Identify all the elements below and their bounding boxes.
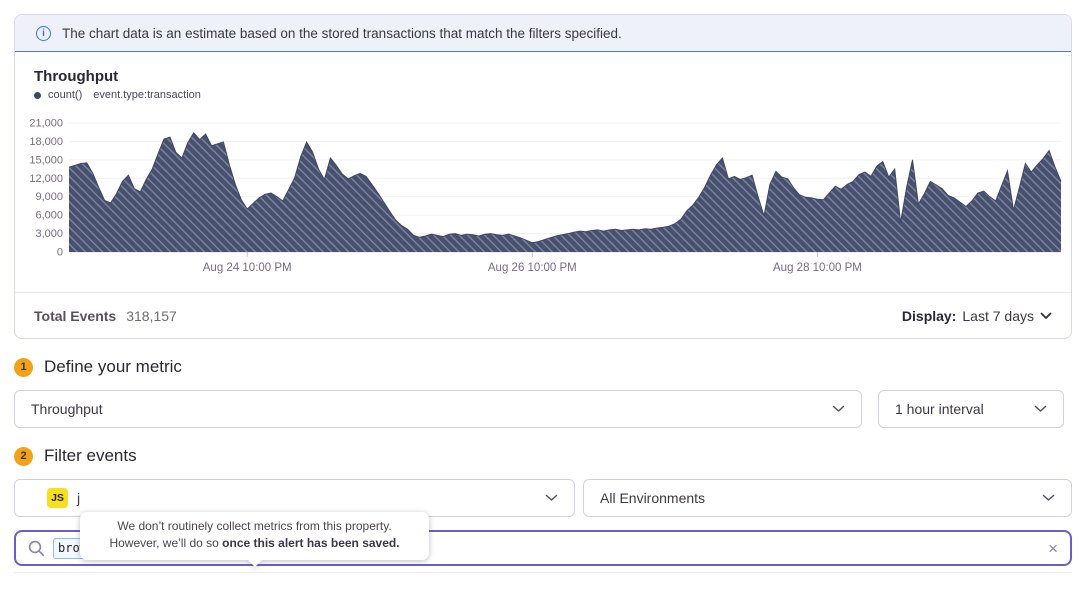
svg-text:Aug 24 10:00 PM: Aug 24 10:00 PM [203,262,292,274]
svg-text:0: 0 [57,247,63,259]
metric-row: Throughput 1 hour interval [14,390,1072,428]
total-events-value: 318,157 [126,307,177,324]
metric-select[interactable]: Throughput [14,390,862,428]
project-select[interactable]: JS j [14,479,575,517]
chart-footer: Total Events 318,157 Display: Last 7 day… [15,292,1071,338]
javascript-platform-icon: JS [47,488,68,508]
display-label: Display: [901,307,957,324]
section-2-title: Filter events [44,446,137,465]
legend-series-dot-icon [34,91,41,99]
section-define-metric: 1 Define your metric [14,357,1072,377]
throughput-area-chart: 0 3,000 6,000 9,000 12,000 15,000 18,000 21,000… [29,118,1062,274]
legend-filter-label: event.type:transaction [93,89,201,101]
svg-text:Aug 28 10:00 PM: Aug 28 10:00 PM [773,262,862,274]
filter-row: JS j All Environments [14,479,1072,517]
chart-section: Throughput count() event.type:transactio… [15,52,1071,292]
chevron-down-icon [545,494,558,502]
svg-text:21,000: 21,000 [29,118,63,130]
display-value: Last 7 days [962,307,1034,324]
environment-select[interactable]: All Environments [583,479,1072,517]
next-section-divider [14,572,1072,574]
section-1-title: Define your metric [44,357,182,376]
svg-text:Aug 26 10:00 PM: Aug 26 10:00 PM [488,262,577,274]
svg-text:15,000: 15,000 [29,154,63,166]
chart-legend: count() event.type:transaction [34,89,1052,101]
info-banner-text: The chart data is an estimate based on t… [62,25,622,41]
metric-select-value: Throughput [31,401,103,417]
interval-select[interactable]: 1 hour interval [878,390,1064,428]
tooltip-line-2: However, we’ll do so [109,536,223,551]
svg-text:3,000: 3,000 [35,228,63,240]
tooltip-line-1: We don’t routinely collect metrics from … [117,519,392,533]
chevron-down-icon [832,405,845,413]
svg-text:9,000: 9,000 [35,191,63,203]
info-icon: i [36,25,51,41]
display-period-select[interactable]: Display: Last 7 days [902,308,1052,324]
svg-text:18,000: 18,000 [29,136,63,148]
svg-text:12,000: 12,000 [29,173,63,185]
clear-search-icon[interactable]: × [1048,538,1058,558]
section-filter-events: 2 Filter events [14,446,1072,466]
chart-title: Throughput [34,68,119,85]
total-events-label: Total Events [34,307,117,324]
step-1-badge: 1 [14,357,33,377]
tooltip-line-2-bold: once this alert has been saved. [222,536,400,551]
svg-text:6,000: 6,000 [35,210,63,222]
legend-series-label: count() [48,89,83,101]
metric-collection-tooltip: We don’t routinely collect metrics from … [80,512,429,567]
search-icon [28,540,45,557]
chart-card: i The chart data is an estimate based on… [14,14,1072,339]
step-2-badge: 2 [14,446,33,466]
chevron-down-icon [1040,312,1052,320]
interval-select-value: 1 hour interval [895,401,984,417]
info-banner: i The chart data is an estimate based on… [15,15,1071,52]
chevron-down-icon [1042,494,1055,502]
project-select-value: j [77,490,81,506]
chevron-down-icon [1034,405,1047,413]
environment-select-value: All Environments [600,490,706,506]
